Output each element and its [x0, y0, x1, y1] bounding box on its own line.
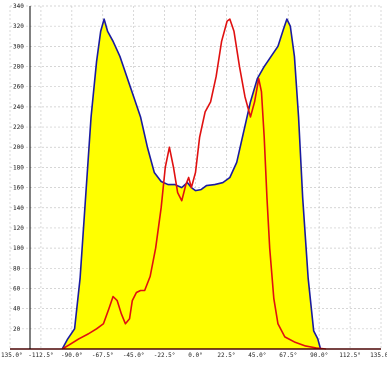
- y-tick-label: 240: [13, 104, 24, 111]
- x-tick-label: 22.5°: [217, 352, 235, 359]
- x-tick-label: 112.5°: [339, 352, 361, 359]
- series-areas: [62, 19, 321, 350]
- x-tick-labels: -135.0° -112.5° -90.0° -67.5° -45.0° -22.5° 0.…: [0, 352, 387, 359]
- y-tick-label: 80: [13, 265, 21, 272]
- y-tick-labels: 20 40 60 80 100 120 140 160 180 200 220 240 260 280 30…: [13, 3, 24, 333]
- y-tick-label: 340: [13, 3, 24, 10]
- x-tick-label: 0.0°: [188, 352, 202, 359]
- series-1-area: [62, 19, 321, 350]
- y-tick-label: 180: [13, 164, 24, 171]
- x-tick-label: -67.5°: [92, 352, 114, 359]
- y-tick-label: 200: [13, 144, 24, 151]
- x-tick-label: -90.0°: [61, 352, 83, 359]
- x-tick-label: -135.0°: [0, 352, 23, 359]
- y-tick-label: 60: [13, 285, 21, 292]
- y-tick-label: 120: [13, 225, 24, 232]
- y-tick-label: 160: [13, 185, 24, 192]
- y-tick-label: 20: [13, 326, 21, 333]
- series-1-line: [61, 18, 322, 350]
- y-tick-label: 220: [13, 124, 24, 131]
- x-tick-label: 135.0°: [370, 352, 387, 359]
- y-tick-label: 260: [13, 84, 24, 91]
- x-tick-label: 67.5°: [279, 352, 297, 359]
- x-tick-label: 45.0°: [248, 352, 266, 359]
- x-tick-label: 90.0°: [310, 352, 328, 359]
- y-tick-label: 40: [13, 306, 21, 313]
- series-2-line: [61, 18, 327, 350]
- x-tick-label: -112.5°: [28, 352, 53, 359]
- y-tick-label: 140: [13, 205, 24, 212]
- y-tick-label: 320: [13, 23, 24, 30]
- axes: [10, 6, 381, 350]
- y-tick-label: 300: [13, 43, 24, 50]
- y-tick-label: 280: [13, 64, 24, 71]
- x-tick-label: -22.5°: [154, 352, 176, 359]
- y-tick-label: 100: [13, 245, 24, 252]
- x-tick-label: -45.0°: [123, 352, 145, 359]
